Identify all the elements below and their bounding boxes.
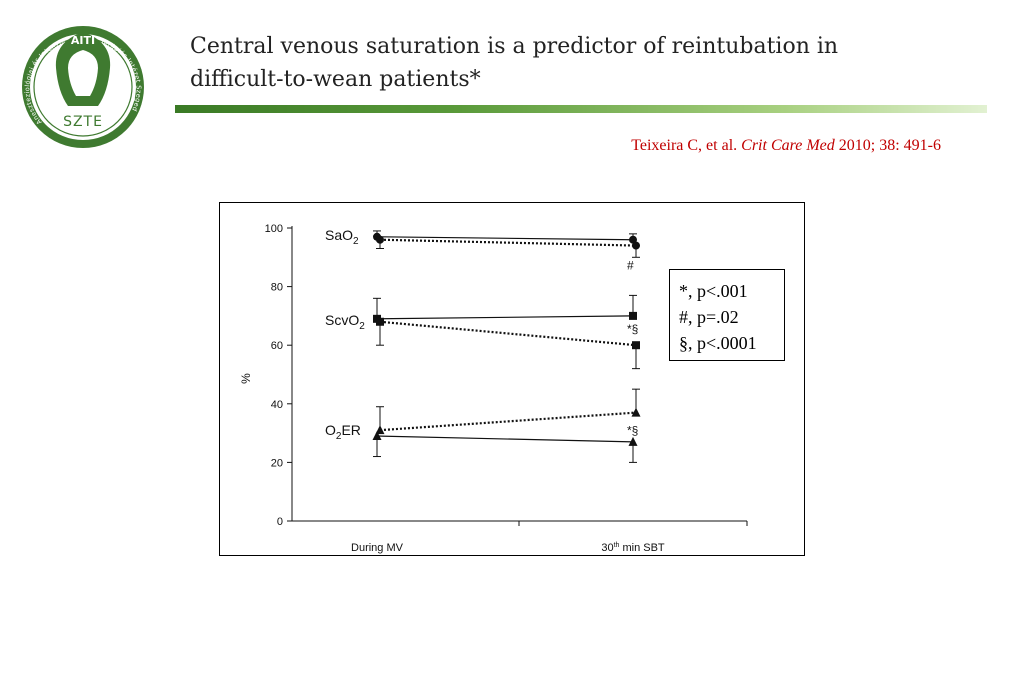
data-point-sao2 (632, 241, 640, 250)
data-point-scvo2 (376, 317, 384, 326)
series-line-sao2-solid (376, 236, 634, 241)
y-tick-label: 0 (277, 516, 283, 528)
x-tick-label: 30th min SBT (601, 542, 665, 554)
significance-line-2: #, p=.02 (679, 307, 739, 327)
page-title: Central venous saturation is a predictor… (190, 30, 838, 96)
y-tick-label: 20 (271, 457, 283, 469)
y-tick-label: 40 (271, 399, 283, 411)
series-line-o2er-dotted (379, 411, 637, 432)
y-axis-label: % (239, 373, 253, 384)
series-line-sao2-dotted (379, 238, 637, 247)
title-line-2: difficult-to-wean patients* (190, 67, 481, 92)
series-line-scvo2-dotted (379, 320, 637, 347)
citation-suffix: 2010; 38: 491-6 (834, 137, 941, 154)
significance-annotation: *§ (627, 322, 638, 336)
series-line-o2er-solid (376, 435, 634, 443)
chart-frame: 0 20 40 60 80 100% During MV 30th min SBT SaO2 # S… (219, 202, 805, 556)
series-line-scvo2-solid (376, 315, 634, 320)
logo-top-text: AITI (71, 34, 95, 47)
data-point-sao2 (376, 235, 384, 244)
significance-annotation: *§ (627, 424, 638, 438)
data-point-scvo2 (629, 311, 637, 320)
group-label-scvo2: ScvO2 (325, 312, 365, 332)
saturation-chart: 0 20 40 60 80 100% During MV 30th min SBT SaO2 # S… (239, 223, 748, 554)
group-label-o2er: O2ER (325, 422, 361, 442)
significance-line-3: §, p<.0001 (679, 333, 757, 353)
data-point-scvo2 (632, 341, 640, 350)
title-underline-bar (175, 105, 987, 113)
significance-line-1: *, p<.001 (679, 281, 748, 301)
significance-annotation: # (627, 259, 634, 273)
x-tick-label: During MV (351, 542, 404, 554)
citation-journal: Crit Care Med (741, 137, 835, 154)
title-line-1: Central venous saturation is a predictor… (190, 34, 839, 59)
citation-prefix: Teixeira C, et al. (631, 137, 742, 154)
y-tick-label: 100 (265, 223, 283, 235)
szte-aiti-logo: Aneszteziológiai és Intenzív Terápiás In… (22, 26, 144, 148)
data-point-o2er (631, 407, 641, 417)
group-label-sao2: SaO2 (325, 227, 359, 247)
data-point-o2er (375, 425, 385, 435)
significance-legend: *, p<.001 #, p=.02 §, p<.0001 (669, 269, 785, 361)
data-point-o2er (372, 431, 382, 441)
y-tick-label: 80 (271, 282, 283, 294)
citation: Teixeira C, et al. Crit Care Med 2010; 3… (631, 137, 941, 155)
y-tick-label: 60 (271, 340, 283, 352)
logo-center-text: SZTE (63, 114, 103, 130)
data-point-o2er (628, 436, 638, 446)
